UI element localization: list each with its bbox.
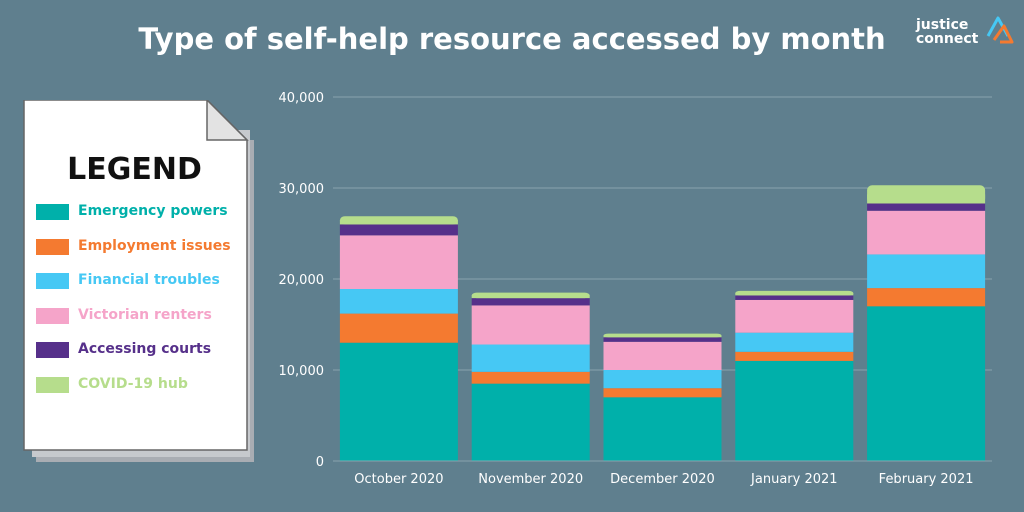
legend-label: Employment issues: [78, 237, 231, 254]
bar-segment: [471, 371, 590, 384]
bar-segment: [735, 299, 854, 333]
legend-label: COVID-19 hub: [78, 375, 188, 392]
bar-segment: [471, 298, 590, 306]
bar-segment: [867, 306, 986, 461]
bar-segment: [603, 388, 722, 398]
legend-label: Financial troubles: [78, 272, 220, 288]
legend-swatch: [36, 273, 69, 289]
legend-swatch: [36, 204, 69, 220]
bar-segment: [735, 293, 854, 296]
y-tick-label: 40,000: [279, 91, 325, 106]
bar-segment: [471, 305, 590, 345]
bar-segment: [339, 235, 458, 290]
bar-segment: [603, 335, 722, 338]
bar-segment: [471, 344, 590, 372]
legend-swatch: [36, 376, 69, 393]
bar-segment: [735, 332, 854, 352]
logo-line-2: connect: [916, 31, 979, 47]
bar-segment: [339, 289, 458, 314]
bar-segment: [339, 224, 458, 236]
x-tick-label: January 2021: [750, 472, 838, 487]
y-tick-label: 0: [316, 455, 324, 470]
x-tick-label: November 2020: [478, 472, 583, 487]
x-tick-label: October 2020: [354, 472, 443, 487]
y-tick-label: 20,000: [279, 273, 325, 288]
x-tick-label: December 2020: [610, 472, 715, 487]
bar-segment: [867, 210, 986, 255]
bar-segment: [867, 288, 986, 307]
bar-segment: [735, 360, 854, 461]
bar-segment: [339, 313, 458, 343]
bar-segment: [471, 295, 590, 299]
bar-segment: [867, 254, 986, 289]
legend-title: LEGEND: [67, 152, 202, 187]
legend-swatch: [36, 307, 69, 324]
legend-label: Emergency powers: [78, 203, 228, 219]
legend-swatch: [36, 342, 69, 358]
legend-panel: LEGEND Emergency powers Employment issues…: [22, 100, 257, 465]
legend-swatch: [36, 238, 69, 255]
bar-segment: [603, 397, 722, 461]
y-tick-label: 30,000: [279, 182, 325, 197]
bar-segment: [471, 383, 590, 461]
bar-segment: [603, 370, 722, 389]
x-tick-label: February 2021: [879, 472, 974, 487]
logo-text: justice connect: [916, 18, 978, 46]
y-tick-label: 10,000: [279, 364, 325, 379]
triangle-logo-icon: [986, 16, 1014, 44]
bar-segment: [735, 351, 854, 361]
bar-segment: [339, 342, 458, 461]
legend-label: Victorian renters: [78, 306, 212, 323]
bar-segment: [867, 203, 986, 211]
bar-segment: [603, 337, 722, 342]
document-page-icon: [23, 100, 254, 462]
logo-line-1: justice: [916, 17, 969, 33]
bar-segment: [603, 341, 722, 370]
legend-label: Accessing courts: [78, 341, 212, 357]
bar-segment: [339, 220, 458, 225]
bar-segment: [735, 295, 854, 300]
chart-title: Type of self-help resource accessed by m…: [138, 22, 886, 56]
justice-connect-logo: justice connect: [916, 10, 1016, 56]
bar-segment: [867, 194, 986, 204]
